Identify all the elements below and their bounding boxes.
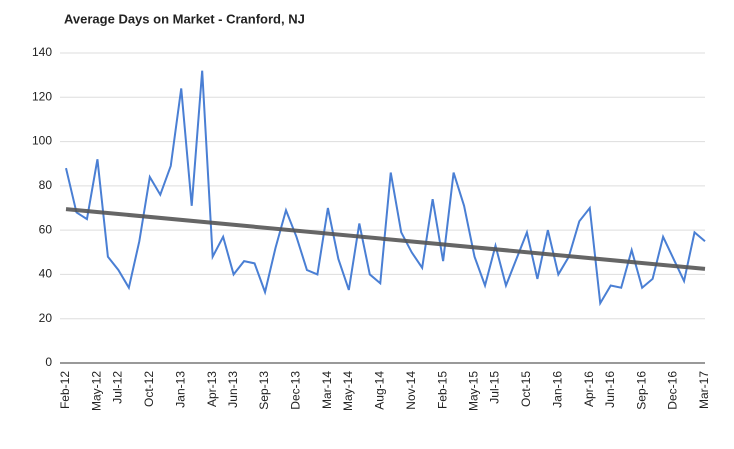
x-tick-label: Mar-17 (697, 371, 711, 409)
x-tick-label: Jan-16 (551, 371, 565, 408)
trend-line (65, 207, 706, 271)
x-tick-label: Apr-13 (205, 371, 219, 407)
x-tick-label: Jun-16 (603, 371, 617, 408)
x-tick-label: Oct-12 (142, 371, 156, 407)
y-tick-label: 140 (32, 45, 52, 59)
chart-title: Average Days on Market - Cranford, NJ (64, 11, 305, 26)
x-tick-label: Mar-14 (320, 371, 334, 409)
data-line (65, 70, 706, 307)
y-tick-label: 0 (45, 355, 52, 369)
x-tick-label: Apr-16 (582, 371, 596, 407)
x-tick-label: Sep-16 (634, 371, 648, 410)
x-tick-label: May-15 (467, 371, 481, 411)
x-tick-label: Dec-13 (289, 371, 303, 410)
x-tick-label: May-14 (341, 371, 355, 411)
x-tick-label: May-12 (90, 371, 104, 411)
y-tick-label: 120 (32, 89, 52, 103)
x-tick-label: Jun-13 (226, 371, 240, 408)
y-tick-label: 60 (39, 222, 53, 236)
x-tick-label: Oct-15 (519, 371, 533, 407)
x-tick-label: Aug-14 (372, 371, 386, 410)
y-tick-label: 20 (39, 311, 53, 325)
x-tick-label: Jul-15 (488, 371, 502, 404)
x-tick-label: Feb-15 (435, 371, 449, 409)
y-tick-label: 40 (39, 267, 53, 281)
x-tick-label: Jan-13 (173, 371, 187, 408)
x-tick-label: Sep-13 (257, 371, 271, 410)
x-tick-label: Dec-16 (666, 371, 680, 410)
x-tick-label: Feb-12 (58, 371, 72, 409)
y-tick-label: 100 (32, 134, 52, 148)
x-tick-label: Jul-12 (111, 371, 125, 404)
x-tick-label: Nov-14 (404, 371, 418, 410)
y-tick-label: 80 (39, 178, 53, 192)
